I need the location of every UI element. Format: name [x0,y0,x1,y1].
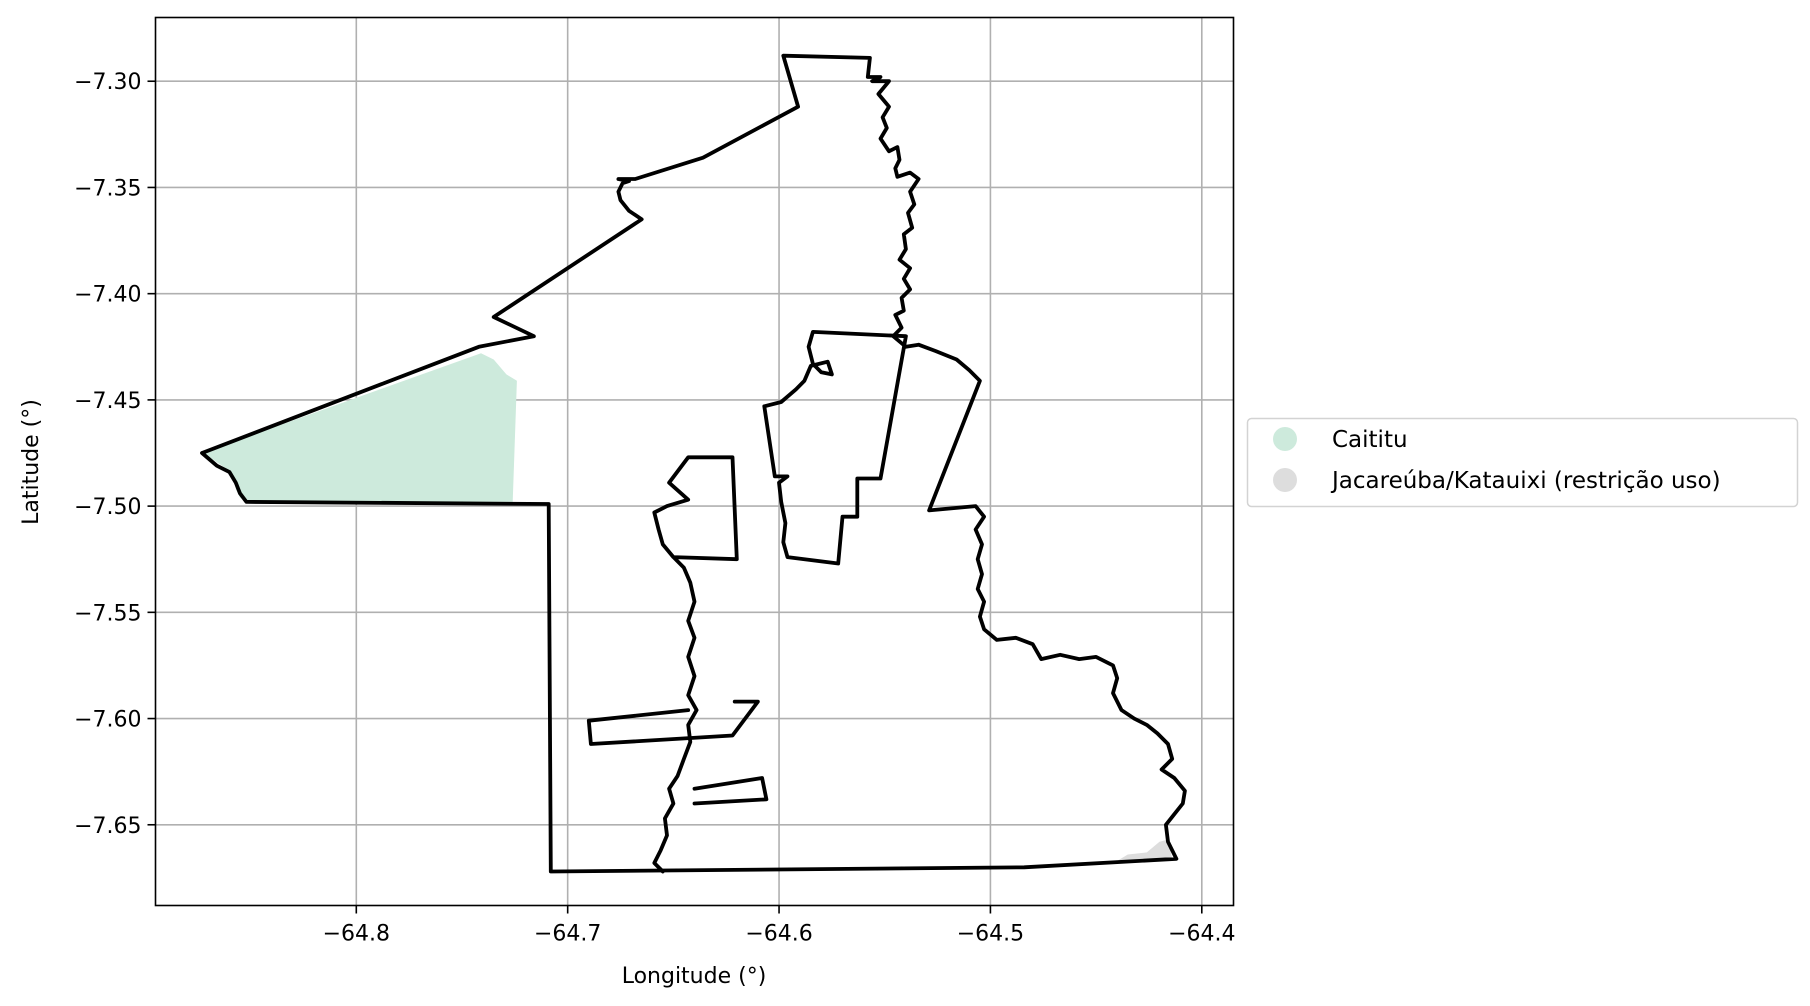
y-tick-label: −7.40 [74,283,141,308]
y-tick-label: −7.45 [74,389,141,414]
y-tick-label: −7.35 [74,176,141,201]
legend-label-jacareuba: Jacareúba/Katauixi (restrição uso) [1330,468,1721,494]
x-axis-label: Longitude (°) [622,964,767,989]
x-tick-label: −64.5 [957,922,1024,947]
legend-label-caititu: Caititu [1332,427,1408,453]
area-fills [202,353,1173,861]
boundary-outline [652,455,739,874]
axes-frame [154,16,1235,907]
boundary-outline [200,53,1187,874]
x-tick-label: −64.7 [534,922,601,947]
y-axis-label: Latitude (°) [19,399,44,525]
y-tick-label: −7.60 [74,708,141,733]
axis-ticks: −64.8 −64.7 −64.6 −64.5 −64.4 −7.30 −7.35 −7.40… [74,70,1235,946]
caititu-area [202,353,517,502]
boundary-outline [692,776,769,806]
y-tick-label: −7.65 [74,814,141,839]
legend-marker-caititu [1273,427,1297,451]
legend-box [1246,417,1799,508]
y-tick-label: −7.30 [74,70,141,95]
boundary-outline [762,330,908,566]
y-tick-label: −7.55 [74,601,141,626]
boundary-outlines [200,53,1187,874]
jacareuba-area [1117,839,1173,861]
legend: Caititu Jacareúba/Katauixi (restrição us… [1246,417,1799,508]
x-tick-label: −64.6 [745,922,812,947]
x-tick-label: −64.4 [1168,922,1235,947]
x-tick-label: −64.8 [323,922,390,947]
legend-marker-jacareuba [1273,468,1297,492]
boundary-outline [586,699,760,746]
y-tick-label: −7.50 [74,495,141,520]
